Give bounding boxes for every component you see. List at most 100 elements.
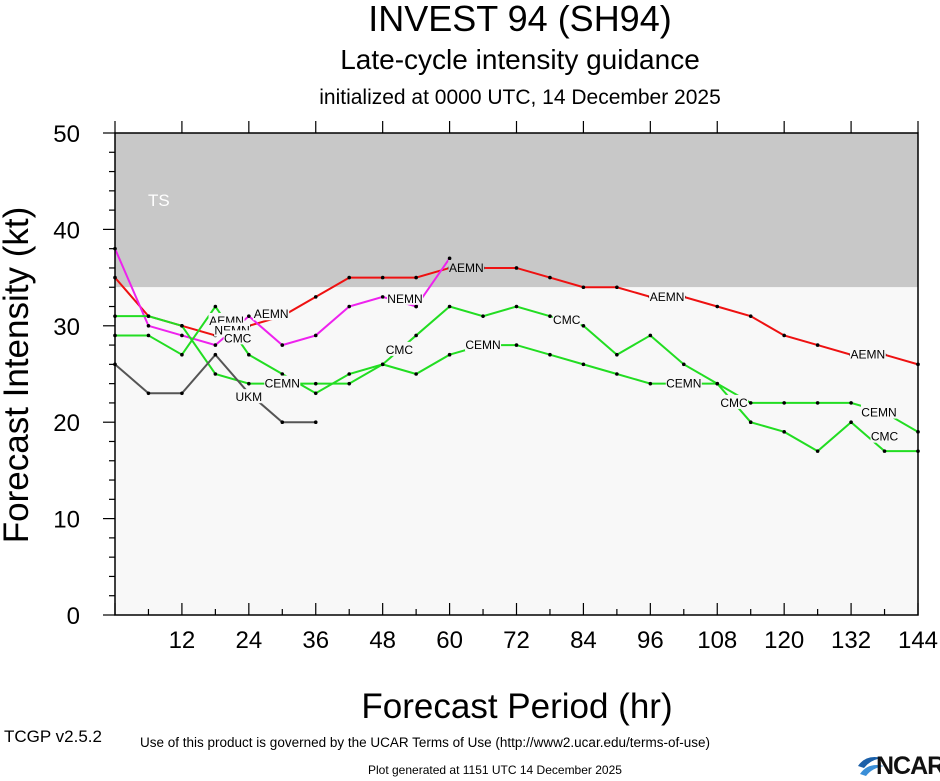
- label-bg: [253, 306, 290, 321]
- label-text: CMC: [386, 343, 414, 357]
- label-text: CMC: [720, 396, 748, 410]
- data-point-aemn: [380, 275, 385, 280]
- series-label-aemn: AEMN: [253, 306, 290, 321]
- x-tick-label: 144: [898, 627, 938, 654]
- data-point-ukm: [213, 352, 218, 357]
- label-text: CMC: [224, 331, 252, 345]
- data-point-cemn: [247, 381, 251, 386]
- data-point-cemn: [548, 352, 552, 357]
- label-bg: [223, 330, 252, 345]
- intensity-bands: TS: [115, 133, 918, 615]
- label-text: AEMN: [850, 348, 885, 362]
- data-point-nemn: [447, 256, 452, 261]
- axis-ticks: 12 24 36 48 60 72 84 96 108 120 132 144 0 10 20 30 40 50: [53, 121, 938, 654]
- data-point-aemn: [782, 333, 786, 338]
- series-label-cmc: CMC: [870, 428, 899, 444]
- data-point-cemn: [748, 401, 753, 405]
- label-text: CEMN: [465, 338, 500, 352]
- x-tick-label: 72: [503, 627, 530, 654]
- series-label-cemn: CEMN: [465, 337, 502, 352]
- label-bg: [465, 337, 502, 352]
- data-point-cemn: [648, 381, 653, 386]
- data-point-nemn: [347, 304, 352, 309]
- data-point-nemn: [313, 333, 318, 338]
- label-text: AEMN: [254, 307, 289, 321]
- label-text: NEMN: [387, 292, 422, 306]
- label-bg: [386, 290, 423, 305]
- x-tick-label: 120: [764, 627, 804, 654]
- label-bg: [264, 375, 301, 390]
- data-point-aemn: [548, 275, 552, 280]
- data-point-nemn: [280, 343, 285, 347]
- data-point-cmc: [414, 333, 418, 338]
- ncar-logo-text: NCAR: [876, 752, 940, 780]
- data-point-cmc: [247, 352, 251, 357]
- data-point-nemn: [180, 333, 184, 338]
- band-ts: [115, 133, 918, 288]
- data-point-aemn: [414, 275, 418, 280]
- data-point-cmc: [280, 372, 285, 376]
- data-point-cmc: [514, 304, 519, 309]
- plot-frame: [114, 132, 919, 616]
- label-text: UKM: [235, 390, 262, 404]
- y-tick-label: 10: [53, 507, 80, 534]
- data-point-nemn: [247, 314, 251, 318]
- data-point-ukm: [280, 420, 285, 425]
- x-tick-label: 24: [235, 627, 262, 654]
- data-point-cmc: [581, 324, 586, 328]
- label-bg: [870, 428, 899, 443]
- data-point-cmc: [849, 420, 853, 425]
- label-bg: [860, 404, 897, 419]
- data-point-cmc: [213, 304, 218, 309]
- y-tick-label: 20: [53, 410, 80, 437]
- data-point-aemn: [748, 314, 753, 318]
- series-labels: AEMNAEMNAEMNAEMNAEMNNEMNNEMNCEMNCEMNCEMN…: [208, 259, 899, 444]
- label-text: CMC: [871, 430, 899, 444]
- data-point-cmc: [313, 391, 318, 396]
- data-point-nemn: [213, 343, 218, 347]
- data-point-ukm: [313, 420, 318, 425]
- data-point-cmc: [648, 333, 653, 338]
- data-point-cmc: [782, 430, 786, 434]
- series-label-cmc: CMC: [552, 312, 581, 327]
- series-label-aemn: AEMN: [448, 259, 485, 275]
- series-label-nemn: NEMN: [386, 290, 423, 306]
- data-point-ukm: [180, 391, 184, 396]
- terms-of-use-link[interactable]: Use of this product is governed by the U…: [140, 735, 710, 750]
- y-tick-label: 0: [67, 603, 80, 630]
- y-axis-label: Forecast Intensity (kt): [0, 207, 36, 543]
- x-tick-label: 60: [436, 627, 463, 654]
- series-label-cemn: CEMN: [860, 404, 897, 420]
- ncar-logo: NCAR: [856, 752, 940, 780]
- x-tick-label: 48: [369, 627, 396, 654]
- label-bg: [448, 259, 485, 274]
- label-bg: [665, 375, 702, 390]
- data-point-aemn: [347, 275, 352, 280]
- label-bg: [649, 288, 686, 303]
- data-point-cmc: [548, 314, 552, 318]
- data-point-cemn: [213, 372, 218, 376]
- series-label-cemn: CEMN: [665, 375, 702, 391]
- x-tick-label: 132: [831, 627, 871, 654]
- data-point-cemn: [180, 324, 184, 328]
- label-text: CEMN: [861, 406, 896, 420]
- data-point-cmc: [146, 333, 151, 338]
- data-point-ukm: [146, 391, 151, 396]
- data-point-cmc: [882, 449, 887, 453]
- y-tick-label: 30: [53, 314, 80, 341]
- x-tick-label: 12: [169, 627, 196, 654]
- data-point-nemn: [146, 324, 151, 328]
- label-text: AEMN: [449, 261, 484, 275]
- label-text: AEMN: [650, 290, 685, 304]
- series-label-aemn: AEMN: [649, 288, 686, 304]
- software-version: TCGP v2.5.2: [4, 727, 102, 746]
- data-point-aemn: [581, 285, 586, 290]
- label-text: CEMN: [265, 377, 300, 391]
- data-point-aemn: [514, 266, 519, 270]
- data-point-cemn: [581, 362, 586, 367]
- data-point-cmc: [481, 314, 485, 318]
- label-bg: [719, 394, 748, 409]
- series-label-ukm: UKM: [234, 389, 263, 404]
- x-axis-label: Forecast Period (hr): [361, 687, 672, 726]
